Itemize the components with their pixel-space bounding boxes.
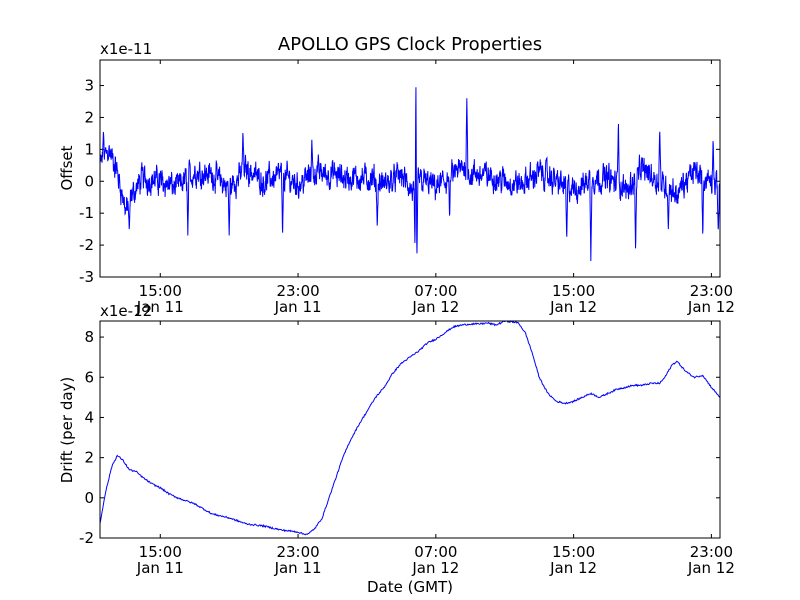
drift-axes-frame	[99, 320, 721, 539]
offset-ytick-label: 3	[84, 77, 94, 95]
drift-ytick-label: -2	[79, 529, 94, 547]
drift-xtick-date-label: Jan 12	[549, 559, 597, 577]
offset-xtick-date-label: Jan 12	[687, 298, 735, 316]
drift-series-line	[99, 320, 721, 536]
offset-xtick-date-label: Jan 11	[136, 298, 184, 316]
drift-xtick-time-label: 15:00	[139, 543, 182, 561]
drift-xtick-date-label: Jan 11	[274, 559, 322, 577]
drift-panel: x1e-12 Drift (per day) Date (GMT) -2 0 2 4 6…	[58, 302, 735, 596]
drift-ytick-label: 4	[84, 408, 94, 426]
offset-ytick-label: 0	[84, 172, 94, 190]
drift-ytick-label: 6	[84, 368, 94, 386]
offset-ytick-label: -1	[79, 204, 94, 222]
offset-xtick-time-label: 15:00	[552, 282, 595, 300]
drift-ytick-label: 8	[84, 328, 94, 346]
drift-series-group	[99, 320, 721, 536]
offset-xtick-date-label: Jan 12	[411, 298, 459, 316]
drift-xtick-time-label: 23:00	[276, 543, 319, 561]
offset-xtick-date-label: Jan 12	[549, 298, 597, 316]
offset-series-group	[99, 87, 721, 262]
offset-ytick-label: 1	[84, 140, 94, 158]
drift-y-axis-label: Drift (per day)	[58, 377, 76, 484]
offset-scale-label: x1e-11	[100, 40, 152, 58]
drift-scale-label: x1e-12	[100, 302, 152, 320]
offset-xtick-time-label: 23:00	[276, 282, 319, 300]
offset-ytick-label: 2	[84, 108, 94, 126]
offset-ytick-label: -3	[79, 268, 94, 286]
offset-xtick-time-label: 23:00	[690, 282, 733, 300]
drift-xtick-time-label: 07:00	[414, 543, 457, 561]
drift-x-axis-label: Date (GMT)	[367, 578, 453, 596]
offset-series-line	[99, 87, 721, 262]
offset-xtick-time-label: 07:00	[414, 282, 457, 300]
offset-xtick-date-label: Jan 11	[274, 298, 322, 316]
offset-ytick-label: -2	[79, 236, 94, 254]
chart-title: APOLLO GPS Clock Properties	[278, 34, 542, 55]
drift-xtick-date-label: Jan 12	[411, 559, 459, 577]
offset-y-axis-label: Offset	[58, 145, 76, 190]
drift-ytick-label: 0	[84, 489, 94, 507]
drift-xtick-date-label: Jan 12	[687, 559, 735, 577]
offset-xtick-time-label: 15:00	[139, 282, 182, 300]
drift-ytick-label: 2	[84, 449, 94, 467]
drift-xtick-date-label: Jan 11	[136, 559, 184, 577]
offset-axes-frame	[99, 59, 721, 278]
drift-xtick-time-label: 23:00	[690, 543, 733, 561]
drift-xtick-time-label: 15:00	[552, 543, 595, 561]
